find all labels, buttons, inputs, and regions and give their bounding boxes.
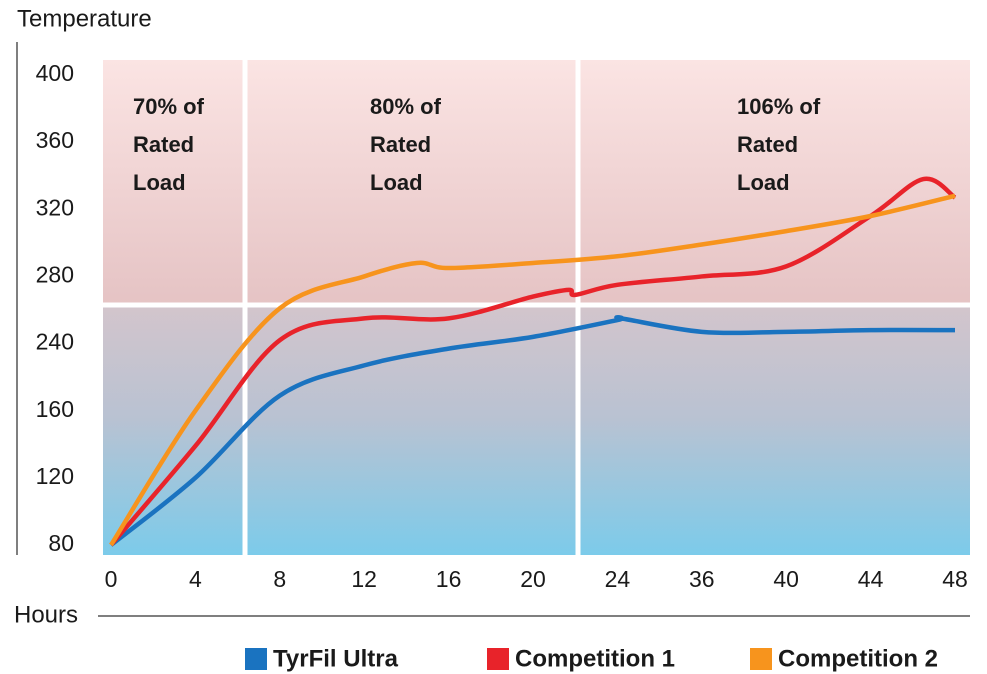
x-tick-label: 4 [189, 566, 202, 592]
y-tick-label: 400 [36, 60, 74, 86]
legend-swatch [487, 648, 509, 670]
x-tick-label: 16 [436, 566, 462, 592]
legend-label: TyrFil Ultra [273, 645, 399, 672]
plot-bg-top [103, 60, 970, 305]
legend-label: Competition 1 [515, 645, 675, 672]
region-label: Load [737, 170, 790, 195]
y-tick-label: 160 [36, 396, 74, 422]
y-axis-label: Temperature [17, 5, 152, 32]
x-tick-label: 44 [858, 566, 884, 592]
series-line [109, 193, 956, 547]
y-tick-label: 320 [36, 194, 74, 220]
region-label: Load [370, 170, 423, 195]
y-tick-label: 120 [36, 463, 74, 489]
x-tick-label: 40 [773, 566, 799, 592]
series-line [109, 176, 957, 547]
region-label: Rated [370, 132, 431, 157]
region-label: 106% of [737, 94, 821, 119]
y-tick-label: 240 [36, 329, 74, 355]
region-label: Rated [133, 132, 194, 157]
region-label: Rated [737, 132, 798, 157]
legend-swatch [750, 648, 772, 670]
y-tick-label: 280 [36, 262, 74, 288]
x-axis-label: Hours [14, 601, 78, 628]
x-tick-label: 24 [605, 566, 631, 592]
series-line [109, 315, 956, 547]
x-tick-label: 36 [689, 566, 715, 592]
x-tick-label: 20 [520, 566, 546, 592]
legend-swatch [245, 648, 267, 670]
y-tick-label: 360 [36, 127, 74, 153]
region-label: 80% of [370, 94, 442, 119]
y-tick-label: 80 [48, 530, 74, 556]
region-label: 70% of [133, 94, 205, 119]
x-tick-label: 48 [942, 566, 968, 592]
x-tick-label: 8 [273, 566, 286, 592]
x-tick-label: 12 [351, 566, 377, 592]
region-label: Load [133, 170, 186, 195]
plot-bg-bottom [103, 305, 970, 555]
legend-label: Competition 2 [778, 645, 938, 672]
x-tick-label: 0 [105, 566, 118, 592]
